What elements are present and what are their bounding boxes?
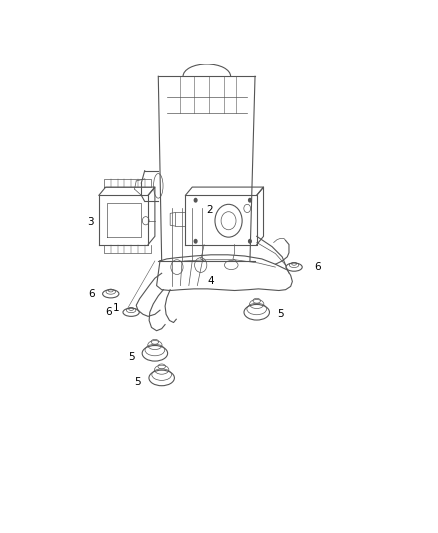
Text: 6: 6 <box>314 262 321 272</box>
Text: 5: 5 <box>128 352 134 362</box>
Circle shape <box>194 198 198 203</box>
Text: 4: 4 <box>208 277 214 286</box>
Text: 6: 6 <box>88 289 95 299</box>
Circle shape <box>194 239 198 244</box>
Text: 2: 2 <box>206 205 212 215</box>
Text: 3: 3 <box>87 217 94 227</box>
Text: 6: 6 <box>106 307 113 317</box>
Circle shape <box>248 198 252 203</box>
Text: 5: 5 <box>134 377 141 387</box>
Text: 1: 1 <box>113 303 119 313</box>
Text: 5: 5 <box>277 309 284 319</box>
Circle shape <box>248 239 252 244</box>
